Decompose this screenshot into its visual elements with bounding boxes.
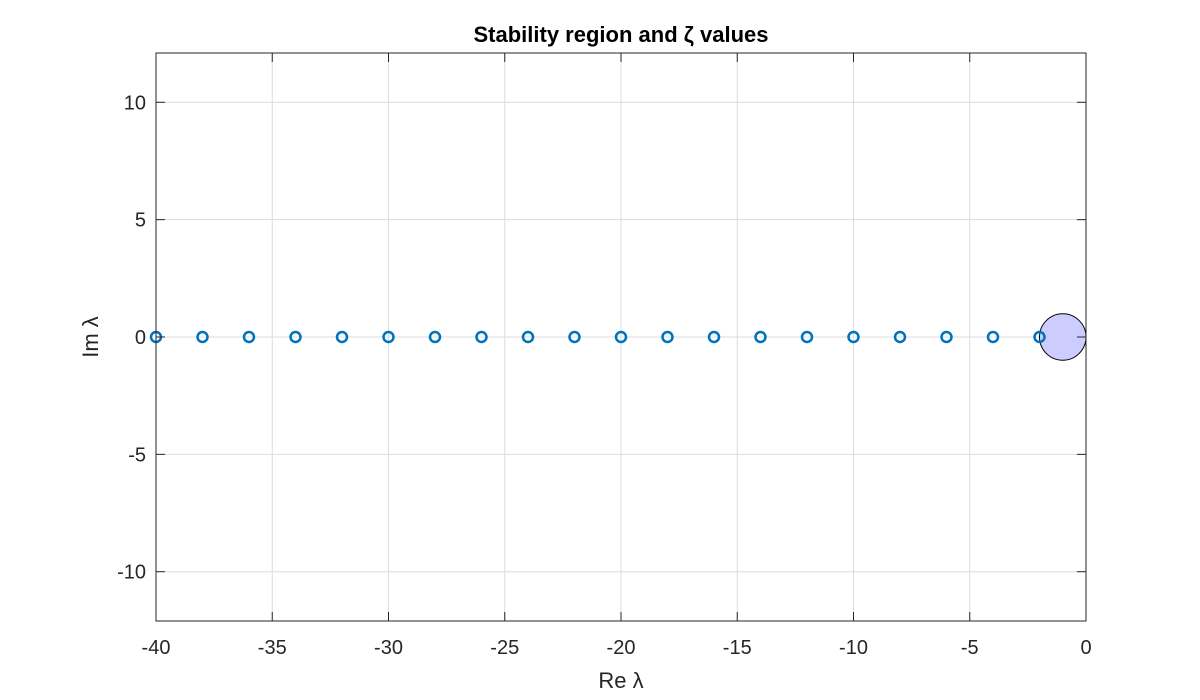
y-tick-label: 5: [135, 210, 146, 232]
data-point: [893, 330, 907, 344]
x-axis-title: Re λ: [598, 668, 643, 693]
data-point: [754, 330, 767, 344]
x-tick-label: -35: [258, 637, 287, 659]
y-tick-label: 10: [124, 92, 146, 114]
x-tick-label: -20: [607, 637, 636, 659]
data-point: [568, 330, 581, 344]
data-point: [614, 330, 628, 344]
y-tick-labels: 10 5 0 -5 -10: [117, 92, 146, 583]
data-point: [521, 330, 535, 344]
x-tick-labels: -40 -35 -30 -25 -20 -15 -10 -5 0: [142, 637, 1092, 659]
y-tick-label: 0: [135, 327, 146, 349]
data-point: [661, 330, 674, 344]
data-point: [707, 330, 721, 344]
x-tick-label: 0: [1080, 637, 1091, 659]
x-tick-label: -40: [142, 637, 171, 659]
data-point: [1033, 330, 1046, 344]
data-point: [196, 330, 209, 344]
chart-title: Stability region and ζ values: [474, 22, 769, 47]
data-point: [428, 330, 442, 344]
y-axis-title: Im λ: [78, 316, 103, 358]
x-tick-label: -30: [374, 637, 403, 659]
data-point: [847, 330, 860, 344]
data-point: [289, 330, 302, 344]
x-tick-label: -5: [961, 637, 979, 659]
data-point: [242, 330, 256, 344]
data-point: [940, 330, 953, 344]
x-tick-label: -25: [490, 637, 519, 659]
data-point: [986, 330, 1000, 344]
data-point: [335, 330, 349, 344]
axis-ticks: [155, 53, 1087, 621]
data-point: [382, 330, 395, 344]
data-point: [475, 330, 488, 344]
y-tick-label: -5: [128, 444, 146, 466]
x-tick-label: -10: [839, 637, 868, 659]
zeta-points: [149, 330, 1046, 344]
x-tick-label: -15: [723, 637, 752, 659]
data-point: [800, 330, 814, 344]
y-tick-label: -10: [117, 562, 146, 584]
